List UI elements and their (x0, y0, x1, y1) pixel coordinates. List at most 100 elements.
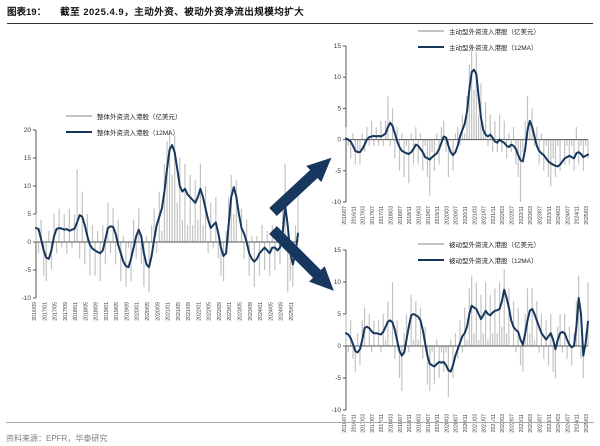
bar-series-swatch (418, 30, 444, 32)
x-tick-label: 2021/05 (176, 302, 182, 321)
x-tick-label: 2016/11 (351, 206, 357, 224)
x-tick-label: 2022/11 (519, 206, 525, 224)
x-tick-label: 2016/07 (342, 206, 348, 225)
x-tick-label: 2017/07 (370, 414, 376, 433)
x-tick-label: 2017/01 (42, 302, 48, 321)
y-tick-label: 10 (24, 183, 32, 190)
x-tick-label: 2018/01 (73, 302, 79, 321)
y-tick-label: -5 (25, 267, 31, 274)
x-tick-label: 2020/01 (135, 302, 141, 321)
bar-series-swatch (66, 115, 92, 117)
x-tick-label: 2021/11 (491, 206, 497, 224)
legend-item-ma: 主动型外资流入港股（12MA） (418, 42, 540, 52)
x-tick-label: 2020/11 (463, 206, 469, 224)
y-tick-label: -10 (332, 199, 342, 206)
x-tick-label: 2024/11 (575, 206, 581, 224)
x-tick-label: 2018/11 (407, 206, 413, 224)
x-tick-label: 2019/03 (416, 206, 422, 225)
x-tick-label: 2024/11 (575, 414, 581, 432)
bar-series-swatch (418, 243, 444, 245)
x-tick-label: 2017/07 (370, 206, 376, 225)
ma-series-label: 被动型外资流入港股（12MA） (449, 258, 538, 265)
ma-series-swatch (418, 259, 444, 261)
y-tick-label: 5 (337, 105, 341, 112)
bar-series-label: 主动型外资流入港股（亿美元） (449, 29, 540, 36)
x-tick-label: 2021/03 (472, 414, 478, 433)
y-tick-label: 20 (24, 127, 32, 134)
x-tick-label: 2018/03 (389, 206, 395, 225)
x-tick-label: 2022/03 (500, 206, 506, 225)
chart-passive-flows: 被动型外资流入港股（亿美元） 被动型外资流入港股（12MA） 15 10 5 0 -5 -… (326, 228, 596, 444)
x-tick-label: 2022/01 (196, 302, 202, 321)
x-tick-label: 2020/03 (444, 206, 450, 225)
ma-series-label: 主动型外资流入港股（12MA） (449, 45, 538, 52)
y-tick-label: 10 (334, 74, 342, 81)
x-tick-label: 2019/11 (435, 414, 441, 432)
x-tick-label: 2017/03 (361, 206, 367, 225)
ma-series-swatch (66, 131, 92, 133)
legend-item-ma: 整体外资流入港股（12MA） (66, 127, 182, 137)
x-tick-label: 2019/03 (416, 414, 422, 433)
x-tick-label: 2023/05 (237, 302, 243, 321)
x-tick-label: 2025/03 (584, 206, 590, 225)
bar-series-label: 整体外资流入港股（亿美元） (97, 114, 182, 121)
y-tick-label: 0 (337, 343, 341, 350)
x-tick-label: 2020/09 (155, 302, 161, 321)
x-tick-label: 2022/07 (510, 206, 516, 225)
x-tick-label: 2022/09 (217, 302, 223, 321)
x-tick-label: 2024/01 (258, 302, 264, 321)
x-tick-label: 2022/05 (207, 302, 213, 321)
x-tick-label: 2020/07 (454, 414, 460, 433)
x-tick-label: 2022/03 (500, 414, 506, 433)
y-tick-label: 5 (27, 211, 31, 218)
y-tick-label: -10 (332, 407, 342, 414)
y-tick-label: 15 (24, 155, 32, 162)
x-tick-label: 2019/09 (124, 302, 130, 321)
x-tick-label: 2025/01 (289, 302, 295, 321)
x-tick-label: 2016/09 (32, 302, 38, 321)
x-tick-label: 2024/05 (268, 302, 274, 321)
x-tick-label: 2018/11 (407, 414, 413, 432)
legend-item-bars: 主动型外资流入港股（亿美元） (418, 26, 540, 36)
bar-series-label: 被动型外资流入港股（亿美元） (449, 242, 540, 249)
y-tick-label: 5 (337, 311, 341, 318)
legend-passive: 被动型外资流入港股（亿美元） 被动型外资流入港股（12MA） (418, 239, 540, 271)
x-tick-label: 2017/11 (379, 414, 385, 432)
x-tick-label: 2017/03 (361, 414, 367, 433)
x-tick-label: 2019/05 (114, 302, 120, 321)
x-tick-label: 2016/07 (342, 414, 348, 433)
x-tick-label: 2021/01 (166, 302, 172, 321)
y-tick-label: -5 (335, 168, 341, 175)
figure-footer: 资料来源：EPFR，华泰研究 (6, 422, 594, 446)
x-tick-label: 2017/09 (63, 302, 69, 321)
x-tick-label: 2019/11 (435, 206, 441, 224)
figure-header: 图表19： 截至 2025.4.9，主动外资、被动外资净流出规模均扩大 (7, 4, 593, 24)
x-tick-label: 2023/07 (537, 206, 543, 225)
x-tick-label: 2023/03 (528, 414, 534, 433)
x-tick-label: 2023/09 (248, 302, 254, 321)
x-tick-label: 2019/07 (426, 414, 432, 433)
x-tick-label: 2024/03 (556, 206, 562, 225)
x-tick-label: 2024/09 (279, 302, 285, 321)
x-tick-label: 2020/03 (444, 414, 450, 433)
y-tick-label: 0 (27, 239, 31, 246)
y-tick-label: 15 (334, 247, 342, 254)
ma-line (345, 68, 589, 168)
x-tick-label: 2022/07 (510, 414, 516, 433)
x-tick-label: 2023/07 (537, 414, 543, 433)
legend-overall: 整体外资流入港股（亿美元） 整体外资流入港股（12MA） (66, 111, 182, 143)
x-tick-label: 2018/07 (398, 414, 404, 433)
x-tick-label: 2018/03 (389, 414, 395, 433)
x-tick-label: 2023/01 (227, 302, 233, 321)
x-tick-label: 2019/07 (426, 206, 432, 225)
x-tick-label: 2018/05 (83, 302, 89, 321)
x-tick-label: 2024/07 (565, 414, 571, 433)
x-tick-label: 2018/09 (94, 302, 100, 321)
y-tick-label: -5 (335, 375, 341, 382)
x-tick-label: 2023/11 (547, 414, 553, 432)
legend-active: 主动型外资流入港股（亿美元） 主动型外资流入港股（12MA） (418, 26, 540, 58)
y-tick-label: -10 (22, 295, 32, 302)
x-tick-label: 2021/09 (186, 302, 192, 321)
